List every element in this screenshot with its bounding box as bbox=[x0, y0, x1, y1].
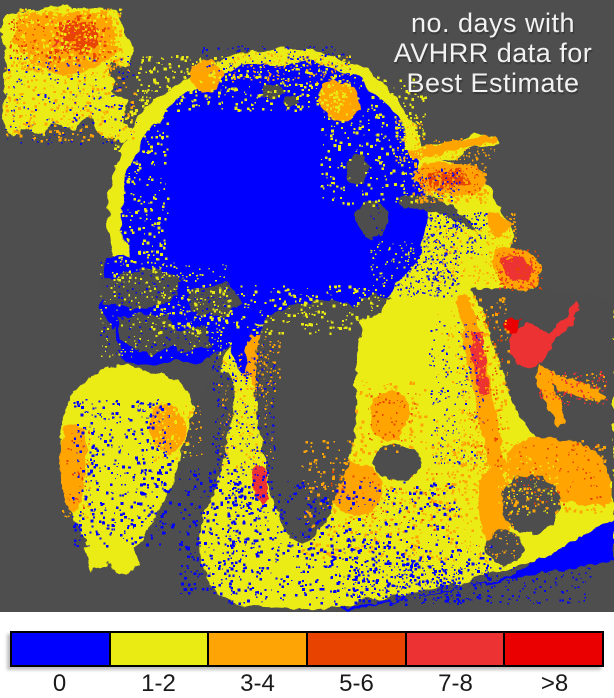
colorbar-label-5-6: 5-6 bbox=[307, 670, 406, 698]
great-britain-land bbox=[501, 476, 560, 534]
colorbar-label-3-4: 3-4 bbox=[208, 670, 307, 698]
colorbar-segment-1-2 bbox=[109, 633, 208, 665]
colorbar-label-1-2: 1-2 bbox=[109, 670, 208, 698]
polar-map: no. days with AVHRR data for Best Estima… bbox=[0, 0, 614, 612]
colorbar-segment-5-6 bbox=[306, 633, 405, 665]
colorbar-label-7-8: 7-8 bbox=[406, 670, 505, 698]
title-line-2: AVHRR data for bbox=[348, 38, 614, 68]
colorbar bbox=[10, 631, 604, 667]
colorbar-labels: 0 1-2 3-4 5-6 7-8 >8 bbox=[10, 670, 604, 698]
colorbar-segment-0 bbox=[12, 633, 109, 665]
map-title: no. days with AVHRR data for Best Estima… bbox=[348, 8, 614, 98]
colorbar-segment-3-4 bbox=[207, 633, 306, 665]
colorbar-legend: 0 1-2 3-4 5-6 7-8 >8 bbox=[0, 612, 614, 695]
colorbar-segment-gt8 bbox=[503, 633, 602, 665]
title-line-1: no. days with bbox=[348, 8, 614, 38]
colorbar-label-gt8: >8 bbox=[505, 670, 604, 698]
title-line-3: Best Estimate bbox=[348, 68, 614, 98]
colorbar-label-0: 0 bbox=[10, 670, 109, 698]
colorbar-segment-7-8 bbox=[405, 633, 504, 665]
